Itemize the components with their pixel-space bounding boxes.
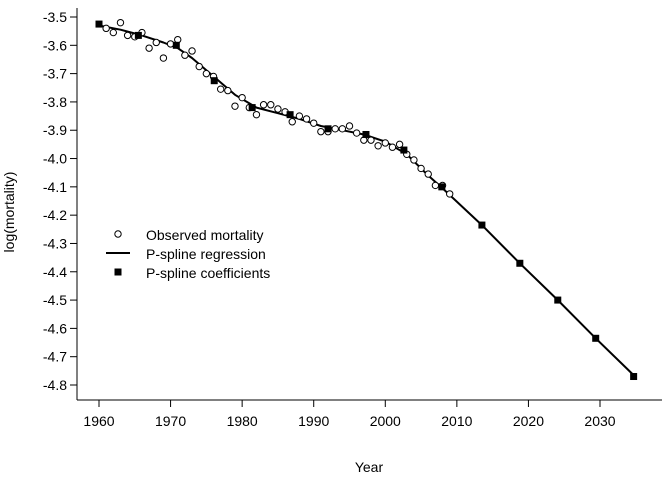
y-tick-label: -4.2 [43, 207, 67, 223]
x-tick-label: 1960 [83, 413, 114, 429]
coefficient-point [134, 31, 142, 39]
coefficient-point [630, 373, 638, 381]
y-tick-label: -3.5 [43, 9, 67, 25]
observed-point [338, 125, 347, 133]
observed-point [288, 118, 296, 126]
x-tick-label: 2010 [441, 413, 472, 429]
observed-point [224, 86, 232, 95]
observed-point [202, 69, 211, 78]
observed-point [424, 170, 432, 178]
observed-point [238, 93, 246, 102]
observed-point [388, 143, 397, 151]
coefficient-point [438, 183, 446, 191]
observed-point [188, 47, 196, 55]
y-tick-label: -3.6 [43, 37, 67, 53]
plot-area [95, 18, 638, 381]
y-tick-label: -4.8 [43, 377, 67, 393]
observed-point [216, 85, 225, 93]
observed-point [195, 62, 203, 71]
y-tick-label: -3.8 [43, 94, 67, 110]
observed-point [102, 24, 110, 33]
observed-points [102, 18, 454, 198]
coefficient-point [592, 334, 600, 342]
observed-point [145, 44, 153, 52]
x-tick-label: 1980 [227, 413, 258, 429]
legend-circle-icon [114, 230, 122, 238]
legend-label: P-spline regression [146, 246, 266, 262]
x-axis-label: Year [355, 459, 384, 475]
coefficient-point [210, 77, 218, 85]
legend-square-icon [114, 268, 122, 276]
observed-point [431, 181, 440, 190]
x-tick-label: 1990 [298, 413, 329, 429]
coefficient-point [248, 104, 256, 112]
observed-point [352, 129, 361, 137]
x-tick-label: 2020 [513, 413, 544, 429]
y-tick-label: -3.9 [43, 122, 67, 138]
observed-point [395, 140, 404, 149]
observed-point [417, 164, 425, 173]
p-spline-regression-line [98, 24, 635, 376]
y-ticks: -3.5 -3.6 -3.7 -3.8 -3.9 -4.0 -4.1 -4.2 -4.3 -4.4… [43, 9, 77, 393]
line-layer [98, 24, 635, 376]
coefficient-point [172, 41, 180, 49]
observed-point [302, 115, 311, 123]
x-tick-label: 2000 [370, 413, 401, 429]
y-tick-label: -4.1 [43, 179, 67, 195]
x-tick-label: 2030 [584, 413, 615, 429]
y-tick-label: -3.7 [43, 66, 67, 82]
observed-point [159, 54, 168, 62]
coefficient-point [95, 20, 103, 28]
observed-point [181, 51, 189, 59]
observed-point [116, 18, 125, 27]
observed-point [252, 110, 261, 119]
coefficient-point [516, 259, 524, 267]
legend: Observed mortality P-spline regression P-s… [106, 227, 270, 281]
x-ticks: 1960 1970 1980 1990 2000 2010 2020 2030 [83, 400, 616, 429]
coefficient-points [95, 20, 638, 381]
coefficient-point [478, 221, 486, 229]
observed-point [446, 190, 454, 198]
y-tick-label: -4.3 [43, 235, 67, 251]
axes: 1960 1970 1980 1990 2000 2010 2020 2030 -3.5-3.… [43, 8, 662, 429]
y-axis-label: log(mortality) [1, 172, 17, 253]
y-tick-label: -4.4 [43, 264, 67, 280]
observed-point [123, 31, 132, 40]
y-tick-label: -4.0 [43, 151, 67, 167]
observed-point [259, 101, 268, 109]
observed-point [410, 156, 418, 164]
observed-point [317, 127, 325, 136]
observed-point [267, 101, 275, 109]
coefficient-point [400, 146, 408, 154]
observed-point [374, 142, 382, 150]
y-tick-label: -4.6 [43, 320, 67, 336]
observed-point [295, 112, 304, 120]
coefficient-point [554, 296, 562, 304]
observed-point [345, 122, 354, 130]
legend-label: P-spline coefficients [146, 265, 270, 281]
y-tick-label: -4.7 [43, 349, 67, 365]
x-tick-label: 1970 [155, 413, 186, 429]
legend-label: Observed mortality [146, 227, 263, 243]
observed-point [381, 139, 389, 147]
observed-point [310, 119, 318, 127]
observed-point [331, 125, 339, 133]
observed-point [109, 28, 118, 37]
observed-point [274, 105, 282, 113]
observed-point [231, 102, 239, 110]
coefficient-point [362, 130, 370, 138]
coefficient-point [286, 111, 294, 119]
observed-point [152, 38, 160, 47]
observed-point [367, 136, 375, 144]
coefficient-point [324, 125, 332, 133]
y-tick-label: -4.5 [43, 292, 67, 308]
